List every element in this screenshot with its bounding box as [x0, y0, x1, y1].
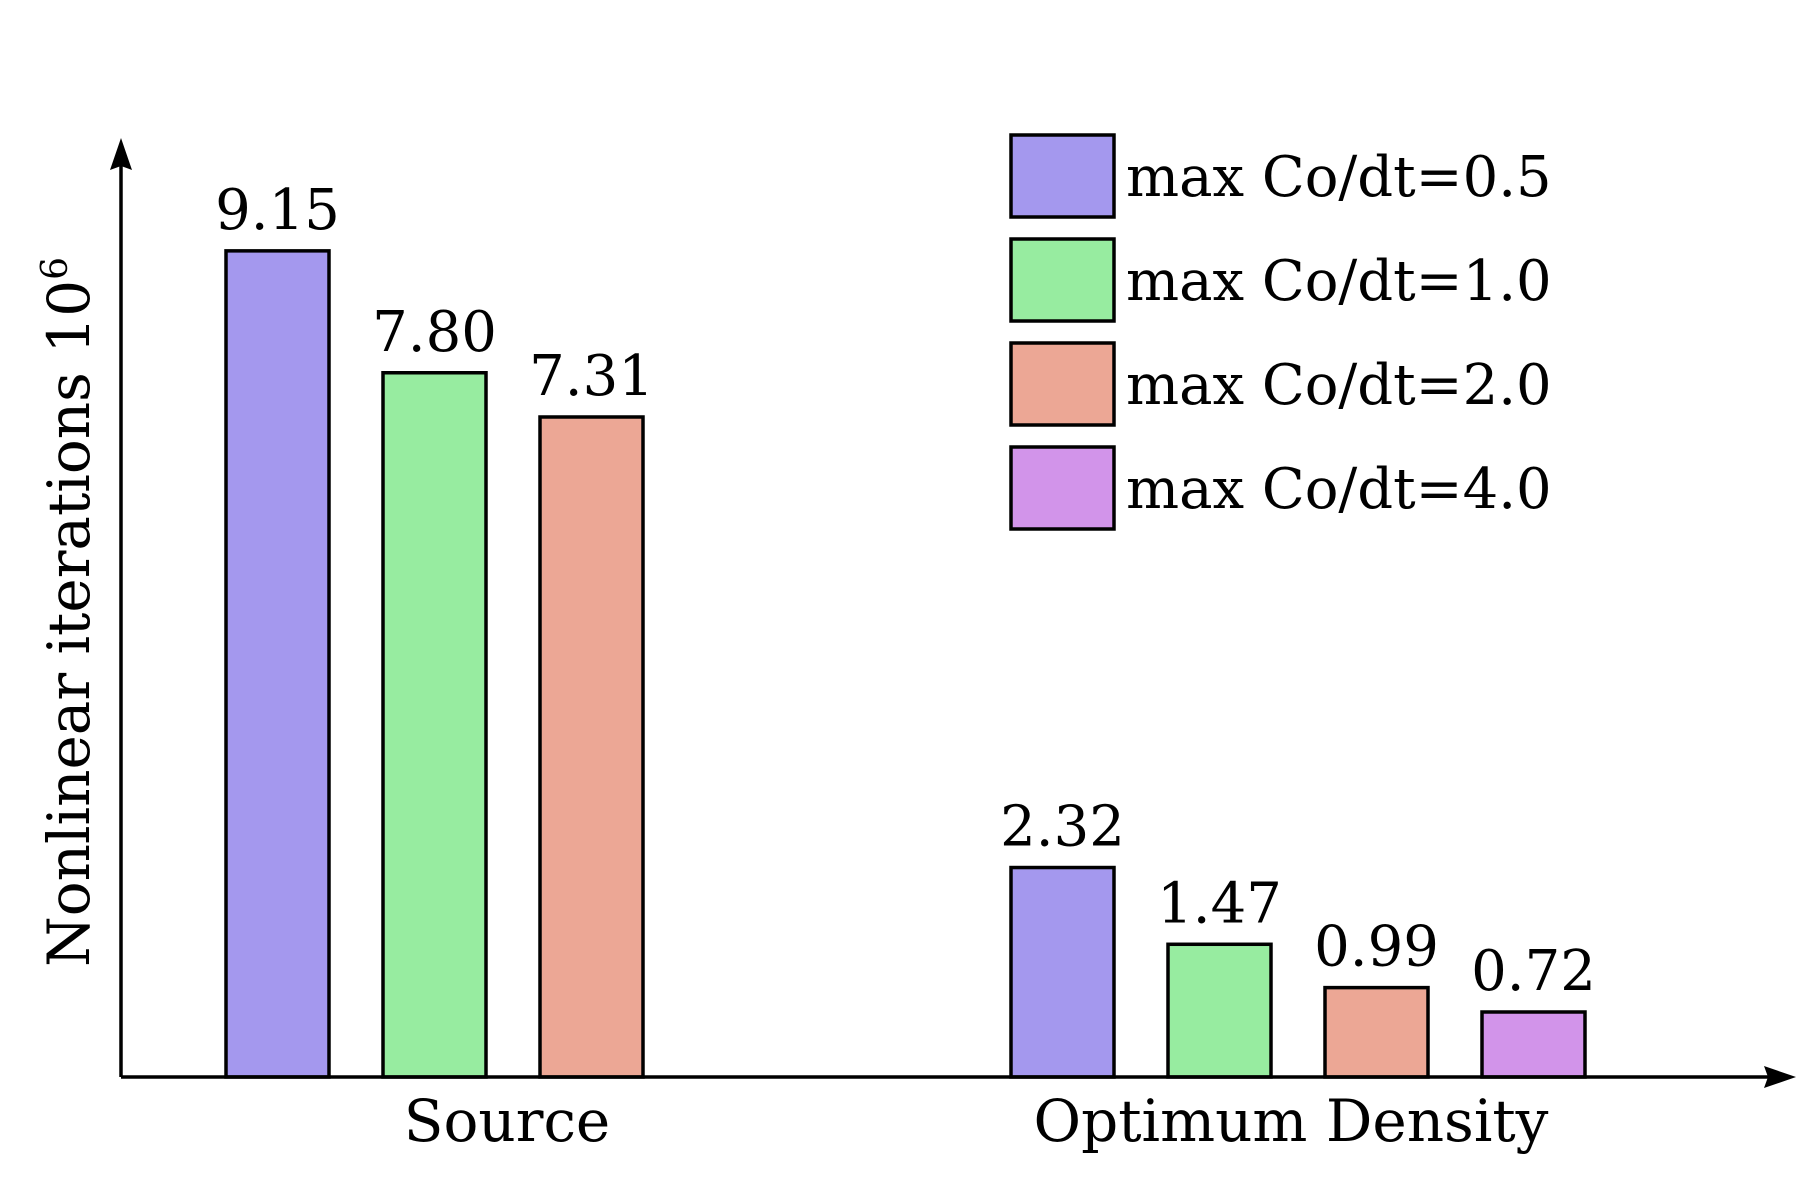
bars-group [224, 249, 1587, 1079]
legend-label-max-co-dt-0-5: max Co/dt=0.5 [1126, 145, 1552, 210]
x-tick-label-source: Source [404, 1087, 611, 1155]
legend-swatch-max-co-dt-2-0 [1009, 341, 1116, 427]
bar-source-max-co-dt-2-0 [538, 415, 645, 1079]
legend-swatch-max-co-dt-4-0 [1009, 445, 1116, 531]
x-tick-label-optimum-density: Optimum Density [1034, 1087, 1549, 1155]
x-tick-labels-group: Source Optimum Density [404, 1087, 1549, 1155]
data-label-source-max-co-dt-1-0: 7.80 [372, 300, 497, 365]
legend-item-max-co-dt-0-5: max Co/dt=0.5 [1009, 133, 1552, 219]
y-axis-label: Nonlinear iterations 106 [35, 257, 103, 967]
bar-optimum-density-max-co-dt-4-0 [1480, 1010, 1587, 1079]
y-axis-arrow-icon [110, 138, 132, 170]
legend-swatch-max-co-dt-1-0 [1009, 237, 1116, 323]
data-label-optimum-density-max-co-dt-0-5: 2.32 [1000, 795, 1125, 860]
data-label-optimum-density-max-co-dt-2-0: 0.99 [1314, 915, 1439, 980]
legend-swatch-max-co-dt-0-5 [1009, 133, 1116, 219]
bar-source-max-co-dt-0-5 [224, 249, 331, 1079]
y-axis-label-exponent: 6 [35, 257, 76, 280]
bar-optimum-density-max-co-dt-0-5 [1009, 865, 1116, 1079]
legend-label-max-co-dt-4-0: max Co/dt=4.0 [1126, 457, 1552, 522]
legend-item-max-co-dt-4-0: max Co/dt=4.0 [1009, 445, 1552, 531]
data-label-source-max-co-dt-0-5: 9.15 [215, 178, 340, 243]
legend-label-max-co-dt-1-0: max Co/dt=1.0 [1126, 249, 1552, 314]
legend-item-max-co-dt-1-0: max Co/dt=1.0 [1009, 237, 1552, 323]
x-axis-arrow-icon [1764, 1066, 1796, 1088]
legend-item-max-co-dt-2-0: max Co/dt=2.0 [1009, 341, 1552, 427]
legend: max Co/dt=0.5 max Co/dt=1.0 max Co/dt=2.0 m… [1009, 133, 1552, 531]
data-label-optimum-density-max-co-dt-4-0: 0.72 [1471, 939, 1596, 1004]
legend-label-max-co-dt-2-0: max Co/dt=2.0 [1126, 353, 1552, 418]
bar-optimum-density-max-co-dt-2-0 [1323, 985, 1430, 1079]
bar-source-max-co-dt-1-0 [381, 371, 488, 1079]
data-label-optimum-density-max-co-dt-1-0: 1.47 [1157, 871, 1282, 936]
bar-optimum-density-max-co-dt-1-0 [1166, 942, 1273, 1079]
value-labels-group: 9.15 7.80 7.31 2.32 1.47 0.99 0.72 [215, 178, 1596, 1004]
y-axis-label-text: Nonlinear iterations 10 [35, 280, 103, 967]
data-label-source-max-co-dt-2-0: 7.31 [529, 344, 654, 409]
